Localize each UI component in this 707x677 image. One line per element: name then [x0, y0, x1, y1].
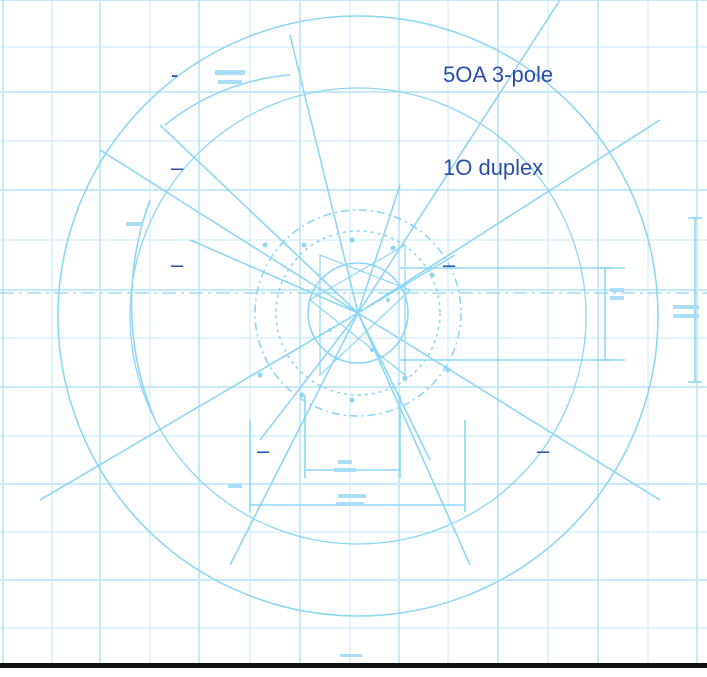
device-markers [257, 237, 451, 403]
dashdot-circle [254, 209, 462, 417]
leader-mark: – [171, 155, 184, 180]
tiny-annotations [126, 70, 699, 657]
dashed-circle [275, 230, 441, 396]
leader-mark: – [537, 438, 550, 463]
leader-mark: – [171, 252, 184, 277]
leader-mark: – [257, 438, 270, 463]
duplex-label: 1O duplex [443, 155, 544, 180]
breaker-label: 5OA 3-pole [443, 62, 554, 87]
plan-geometry [0, 0, 707, 617]
bottom-border-bar [0, 663, 707, 668]
outer-circle [57, 15, 659, 617]
middle-circle [129, 87, 587, 545]
bottom-margin [0, 668, 707, 677]
leader-mark: - [171, 62, 179, 87]
inner-circle [307, 262, 409, 364]
leader-mark: – [443, 252, 456, 277]
